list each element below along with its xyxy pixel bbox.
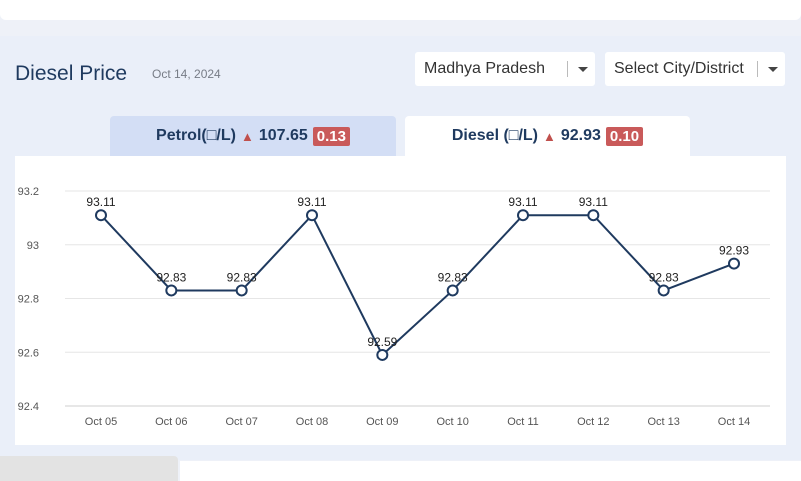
chevron-down-icon[interactable] bbox=[768, 67, 778, 72]
y-tick-label: 92.8 bbox=[18, 294, 39, 306]
data-point[interactable] bbox=[165, 284, 178, 297]
data-point[interactable] bbox=[657, 284, 670, 297]
data-point[interactable] bbox=[446, 284, 459, 297]
city-select-value: Select City/District bbox=[614, 60, 744, 77]
tab-petrol-label: Petrol(□/L) bbox=[156, 127, 236, 144]
data-point[interactable] bbox=[95, 209, 107, 222]
x-tick-label: Oct 12 bbox=[577, 416, 609, 428]
tab-petrol-change-badge: 0.13 bbox=[312, 126, 350, 146]
x-tick-label: Oct 11 bbox=[507, 416, 539, 428]
x-tick-label: Oct 14 bbox=[718, 416, 750, 428]
y-tick-label: 93.2 bbox=[18, 186, 39, 198]
data-label: 92.83 bbox=[156, 270, 186, 284]
arrow-up-icon: ▲ bbox=[240, 128, 254, 144]
data-label: 92.93 bbox=[719, 244, 749, 258]
tab-petrol-price: 107.65 bbox=[258, 127, 308, 144]
data-label: 92.83 bbox=[649, 270, 679, 284]
x-tick-label: Oct 10 bbox=[436, 416, 468, 428]
price-date: Oct 14, 2024 bbox=[152, 67, 221, 81]
y-tick-label: 93 bbox=[27, 240, 39, 252]
x-tick-label: Oct 05 bbox=[85, 416, 117, 428]
tab-petrol[interactable]: Petrol(□/L) ▲ 107.65 0.13 bbox=[110, 116, 396, 156]
data-point[interactable] bbox=[517, 209, 529, 222]
chart-gridlines bbox=[65, 190, 770, 407]
x-tick-label: Oct 08 bbox=[296, 416, 328, 428]
diesel-price-line bbox=[100, 213, 735, 357]
data-point[interactable] bbox=[728, 257, 740, 270]
arrow-up-icon: ▲ bbox=[543, 128, 556, 144]
data-label: 93.11 bbox=[508, 195, 537, 209]
data-label: 93.11 bbox=[297, 195, 326, 209]
data-point[interactable] bbox=[587, 209, 600, 222]
top-strip bbox=[0, 0, 801, 20]
chevron-down-icon[interactable] bbox=[578, 67, 588, 72]
data-point[interactable] bbox=[235, 284, 248, 297]
page-title: Diesel Price bbox=[15, 62, 128, 85]
x-axis: Oct 05 Oct 06 Oct 07 Oct 08 Oct 09 Oct 10 Oct … bbox=[85, 416, 750, 428]
data-label: 92.83 bbox=[438, 270, 468, 284]
data-label: 93.11 bbox=[86, 195, 115, 209]
data-labels: 93.11 92.83 92.83 93.11 92.59 92.83 93.11 93.11… bbox=[86, 195, 749, 349]
tab-diesel-label: Diesel (□/L) bbox=[451, 127, 538, 144]
chart-card: 92.4 92.6 92.8 93 93.2 Oct 05 Oct 06 Oct 07 Oct… bbox=[15, 156, 786, 445]
data-point[interactable] bbox=[376, 348, 389, 361]
tab-diesel[interactable]: Diesel (□/L) ▲ 92.93 0.10 bbox=[405, 116, 690, 156]
x-tick-label: Oct 07 bbox=[225, 416, 257, 428]
state-select-separator bbox=[567, 61, 568, 77]
state-select-value: Madhya Pradesh bbox=[424, 60, 545, 77]
state-select[interactable]: Madhya Pradesh bbox=[415, 52, 595, 86]
y-axis: 92.4 92.6 92.8 93 93.2 bbox=[18, 186, 39, 413]
city-select[interactable]: Select City/District bbox=[605, 52, 785, 86]
data-point[interactable] bbox=[306, 209, 318, 222]
x-tick-label: Oct 09 bbox=[366, 416, 398, 428]
x-tick-label: Oct 06 bbox=[155, 416, 187, 428]
data-points bbox=[95, 209, 740, 361]
bottom-strip bbox=[180, 461, 801, 481]
data-label: 92.59 bbox=[367, 335, 397, 349]
tab-diesel-price: 92.93 bbox=[560, 127, 601, 144]
horizontal-scrollbar[interactable] bbox=[0, 456, 178, 481]
x-tick-label: Oct 13 bbox=[647, 416, 679, 428]
data-label: 93.11 bbox=[579, 195, 608, 209]
city-select-separator bbox=[757, 61, 758, 77]
tab-diesel-change-badge: 0.10 bbox=[605, 126, 644, 146]
data-label: 92.83 bbox=[227, 270, 257, 284]
y-tick-label: 92.4 bbox=[18, 401, 39, 413]
y-tick-label: 92.6 bbox=[18, 347, 39, 359]
